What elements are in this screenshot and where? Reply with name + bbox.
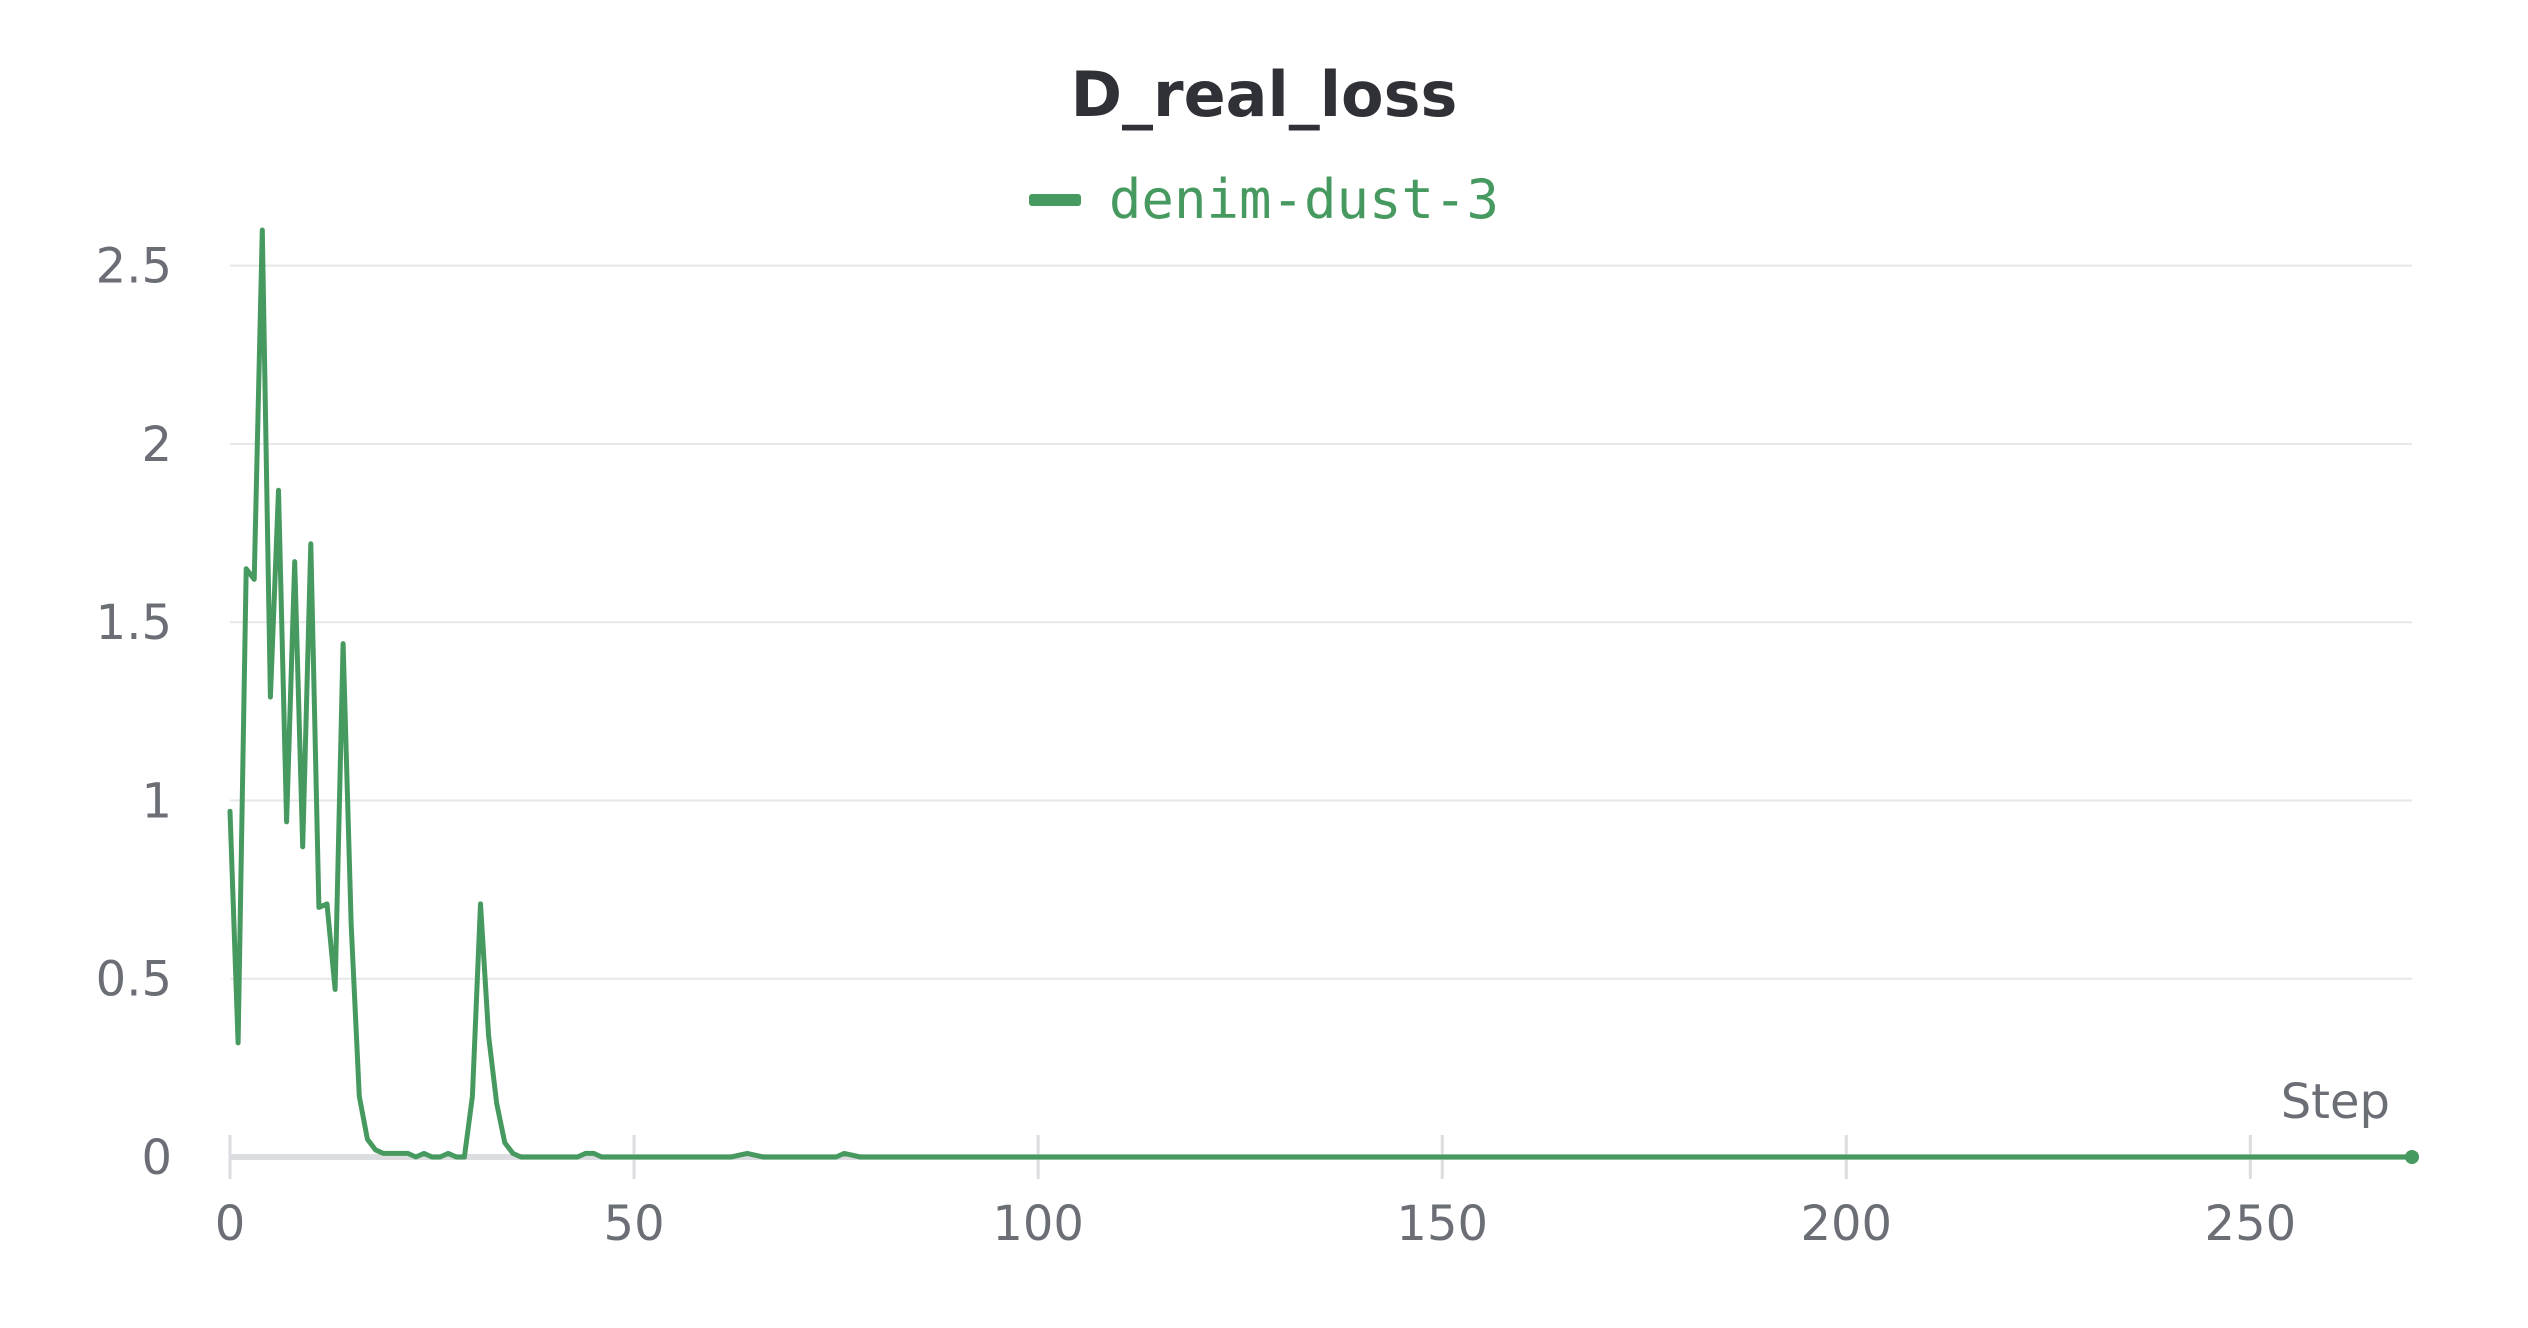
legend: denim-dust-3 xyxy=(0,168,2528,231)
x-tick-label: 150 xyxy=(1396,1196,1488,1252)
x-tick-label: 100 xyxy=(992,1196,1084,1252)
x-tick-label: 250 xyxy=(2205,1196,2297,1252)
x-tick-labels: 0 50 100 150 200 250 xyxy=(215,1196,2296,1252)
x-tick-label: 0 xyxy=(215,1196,246,1252)
x-tick-label: 200 xyxy=(1800,1196,1892,1252)
series xyxy=(227,227,2419,1164)
series-end-point xyxy=(2405,1150,2419,1164)
series-line xyxy=(227,227,2415,1160)
chart-title: D_real_loss xyxy=(1070,58,1458,131)
legend-label: denim-dust-3 xyxy=(1108,168,1500,231)
y-tick-label: 1.5 xyxy=(96,595,172,651)
legend-swatch xyxy=(1028,193,1081,206)
x-tick-label: 50 xyxy=(604,1196,665,1252)
grid-lines xyxy=(230,264,2412,980)
y-tick-label: 0.5 xyxy=(96,952,172,1008)
x-axis-label: Step xyxy=(2281,1074,2390,1130)
y-tick-labels: 0 0.5 1 1.5 2 2.5 xyxy=(96,239,172,1186)
y-tick-label: 1 xyxy=(141,773,172,829)
y-tick-label: 0 xyxy=(141,1130,172,1186)
y-tick-label: 2 xyxy=(141,417,172,473)
y-tick-label: 2.5 xyxy=(96,239,172,295)
